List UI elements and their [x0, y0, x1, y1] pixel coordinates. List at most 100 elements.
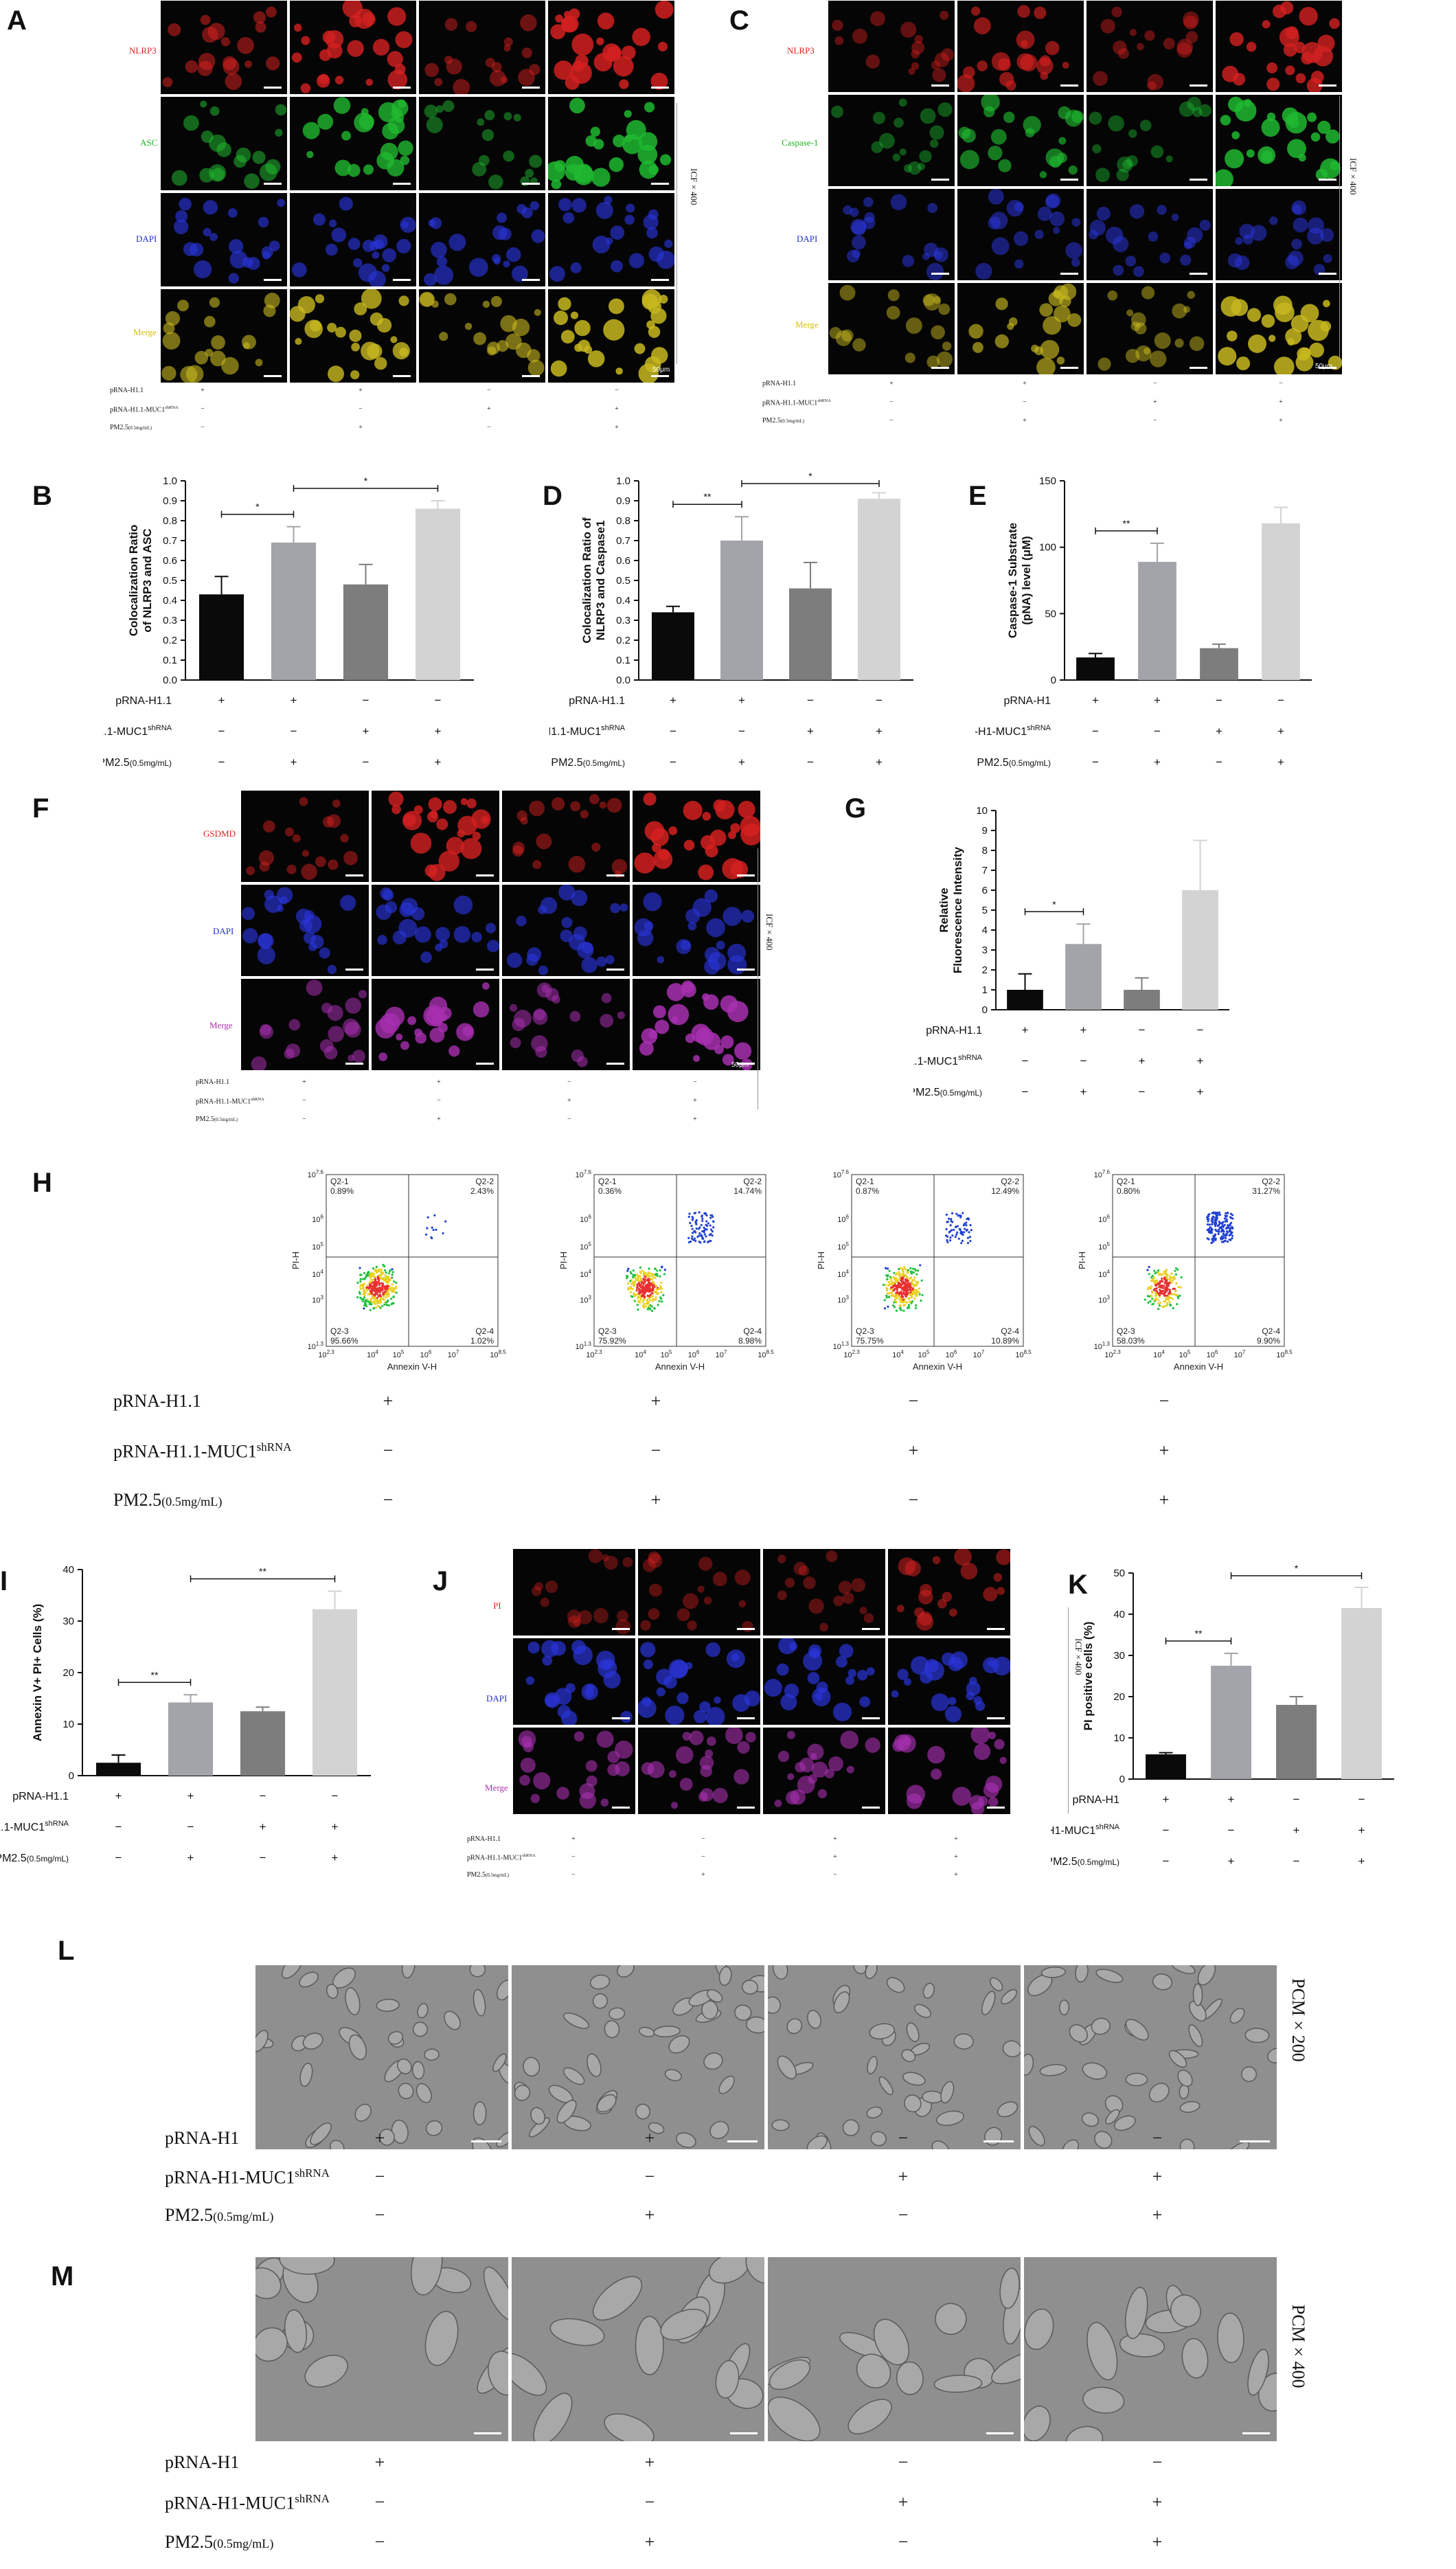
cell-blob [551, 797, 565, 811]
l-c2-cells [768, 1965, 1021, 2149]
cell-blob [325, 30, 344, 49]
cell-blob [900, 21, 917, 38]
cell-outline [1024, 2406, 1051, 2441]
event-dot [902, 1298, 905, 1301]
cell-blob [1279, 27, 1299, 47]
q1-label: Q2-1 [856, 1177, 874, 1186]
y-tick-label: 8 [982, 845, 988, 857]
y-tick-label: 106 [580, 1214, 591, 1224]
event-dot [1160, 1279, 1163, 1282]
cell-blob [808, 1644, 822, 1657]
significance-label: ** [704, 491, 712, 502]
cell-blob [400, 1041, 409, 1050]
condition-sign: − [1228, 1824, 1235, 1837]
condition-sign: − [571, 1871, 576, 1879]
cell-blob [396, 238, 411, 253]
event-dot [1226, 1231, 1229, 1234]
cell-blob [817, 1789, 827, 1798]
condition-sign: − [1139, 1023, 1146, 1037]
a-r1-c1 [289, 96, 417, 191]
cell-blob [786, 1730, 796, 1739]
cell-blob [327, 1005, 343, 1021]
y-axis-title: Fluorescence Intensity [951, 846, 964, 973]
a-r3-c2-cells [419, 292, 545, 376]
event-dot [694, 1231, 697, 1234]
condition-sign: + [363, 725, 369, 738]
cell-blob [334, 76, 344, 84]
q2-value: 14.74% [733, 1186, 762, 1196]
cell-blob [1089, 219, 1106, 236]
cell-blob [1307, 227, 1324, 245]
a-r2-c2 [418, 192, 546, 287]
j-r0-c3 [887, 1548, 1011, 1636]
y-tick-label: 101.3 [833, 1341, 850, 1351]
x-axis-label: Annexin V-H [913, 1361, 962, 1372]
condition-sign: + [435, 756, 442, 769]
condition-sign: − [487, 424, 491, 431]
event-dot [1226, 1212, 1229, 1214]
cell-blob [244, 173, 260, 190]
cell-blob [1306, 78, 1323, 92]
cell-blob [648, 164, 659, 175]
event-dot [642, 1282, 645, 1285]
event-dot [1148, 1295, 1150, 1298]
condition-sign: + [1197, 1054, 1204, 1067]
condition-label: pRNA-H1.1 [113, 1391, 201, 1412]
cell-blob [183, 115, 199, 131]
y-tick-label: 40 [1113, 1609, 1125, 1620]
cell-blob [1071, 218, 1081, 227]
cell-blob [410, 833, 432, 854]
j-r2-c1-cells [641, 1728, 756, 1809]
cell-outline [411, 2061, 425, 2080]
cell-blob [995, 297, 1008, 310]
cell-blob [353, 258, 363, 268]
condition-sign: − [437, 1097, 441, 1105]
scale-bar [522, 87, 540, 89]
cell-blob [306, 980, 323, 996]
event-dot [627, 1282, 630, 1285]
event-dot [946, 1241, 949, 1243]
event-dot [1222, 1230, 1225, 1233]
c-r0-c2 [1086, 0, 1214, 93]
condition-label: pRNA-H1-MUC1shRNA [165, 2492, 330, 2514]
condition-sign: − [201, 405, 205, 413]
c-r2-c0-cells [843, 194, 948, 280]
y-axis-label: PI-H [816, 1252, 826, 1269]
event-dot [950, 1218, 953, 1221]
cell-blob [658, 848, 670, 861]
event-dot [395, 1291, 398, 1294]
event-dot [1227, 1226, 1230, 1230]
cell-blob [828, 1756, 843, 1772]
cell-blob [1034, 229, 1044, 240]
cell-blob [1040, 71, 1049, 80]
q3-label: Q2-3 [598, 1326, 617, 1336]
cell-blob [372, 251, 380, 259]
significance-label: * [1052, 898, 1056, 909]
event-dot [644, 1288, 647, 1291]
event-dot [961, 1239, 964, 1242]
cell-blob [699, 1701, 711, 1712]
event-dot [907, 1280, 909, 1282]
a-r2-c2-cells [424, 201, 545, 286]
event-dot [1170, 1272, 1173, 1275]
event-dot [1216, 1216, 1218, 1219]
event-dot [970, 1229, 972, 1232]
c-r1-c0-cells [831, 98, 953, 175]
cell-blob [1065, 242, 1082, 259]
event-dot [949, 1236, 952, 1239]
event-dot [1218, 1226, 1221, 1230]
event-dot [1170, 1281, 1174, 1284]
event-dot [1212, 1236, 1216, 1239]
event-dot [900, 1298, 902, 1300]
cell-blob [573, 1618, 581, 1627]
cell-blob [670, 1801, 679, 1809]
y-axis-title: of NLRP3 and ASC [141, 528, 154, 632]
event-dot [633, 1300, 636, 1302]
event-dot [377, 1304, 380, 1308]
condition-sign: − [1139, 1085, 1146, 1098]
cell-outline [635, 2316, 664, 2375]
condition-label: pRNA-H1.1 [110, 387, 144, 394]
cell-outline [902, 2072, 926, 2086]
cell-blob [259, 163, 277, 181]
